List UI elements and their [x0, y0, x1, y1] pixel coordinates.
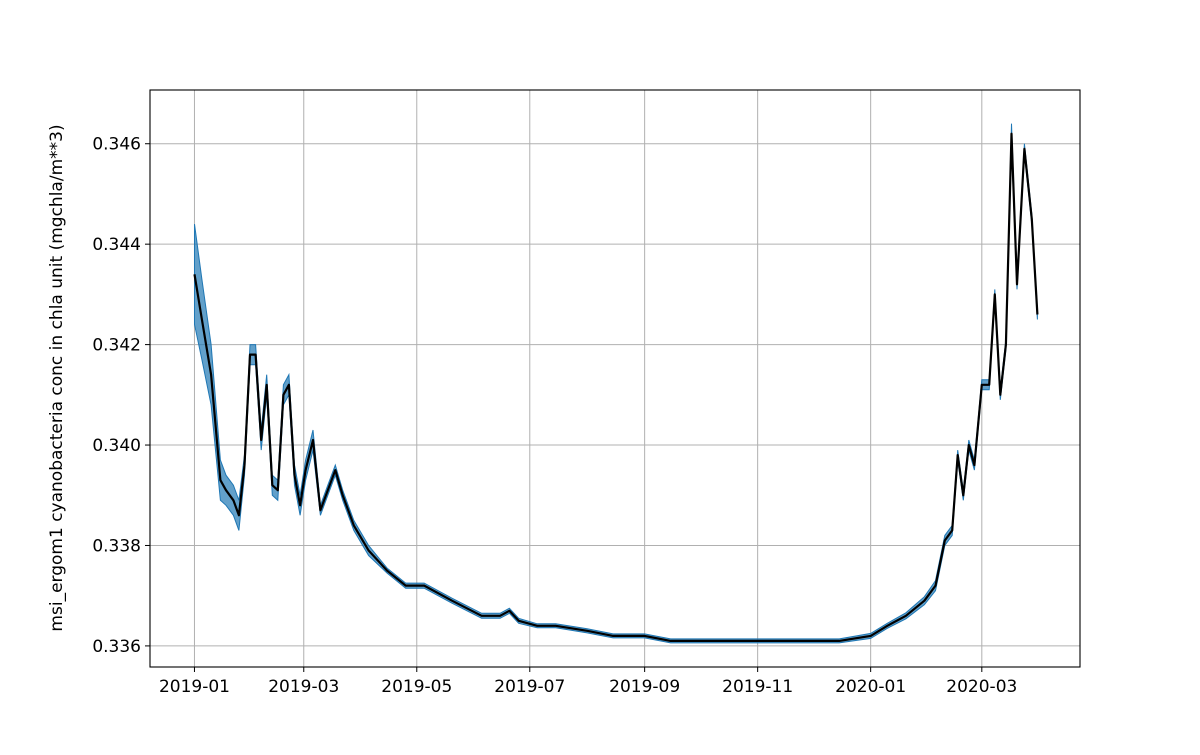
x-tick-label: 2019-09 [609, 677, 680, 697]
plot-frame [149, 89, 1081, 668]
uncertainty-band-layer [194, 123, 1038, 644]
grid [150, 90, 1080, 667]
x-axis: 2019-01 2019-03 2019-05 2019-07 2019-09 2019-… [159, 667, 1017, 697]
x-tick-label: 2020-01 [835, 677, 906, 697]
y-tick-label: 0.340 [92, 436, 141, 456]
x-tick-label: 2019-07 [494, 677, 565, 697]
y-tick-label: 0.338 [92, 536, 141, 556]
series-line [193, 132, 1039, 642]
y-tick-label: 0.344 [92, 235, 141, 255]
x-tick-label: 2019-05 [381, 677, 452, 697]
y-tick-label: 0.336 [92, 637, 141, 657]
series-line-layer [193, 132, 1039, 642]
uncertainty-band [194, 123, 1038, 644]
x-tick-label: 2019-01 [159, 677, 230, 697]
y-tick-label: 0.342 [92, 336, 141, 356]
y-tick-label: 0.346 [92, 135, 141, 155]
x-tick-label: 2020-03 [946, 677, 1017, 697]
x-tick-label: 2019-11 [722, 677, 793, 697]
plot-area [150, 90, 1080, 667]
x-tick-label: 2019-03 [268, 677, 339, 697]
y-axis: 0.336 0.338 0.340 0.342 0.344 0.346 [92, 135, 150, 657]
y-axis-label: msi_ergom1 cyanobacteria conc in chla un… [47, 124, 67, 631]
